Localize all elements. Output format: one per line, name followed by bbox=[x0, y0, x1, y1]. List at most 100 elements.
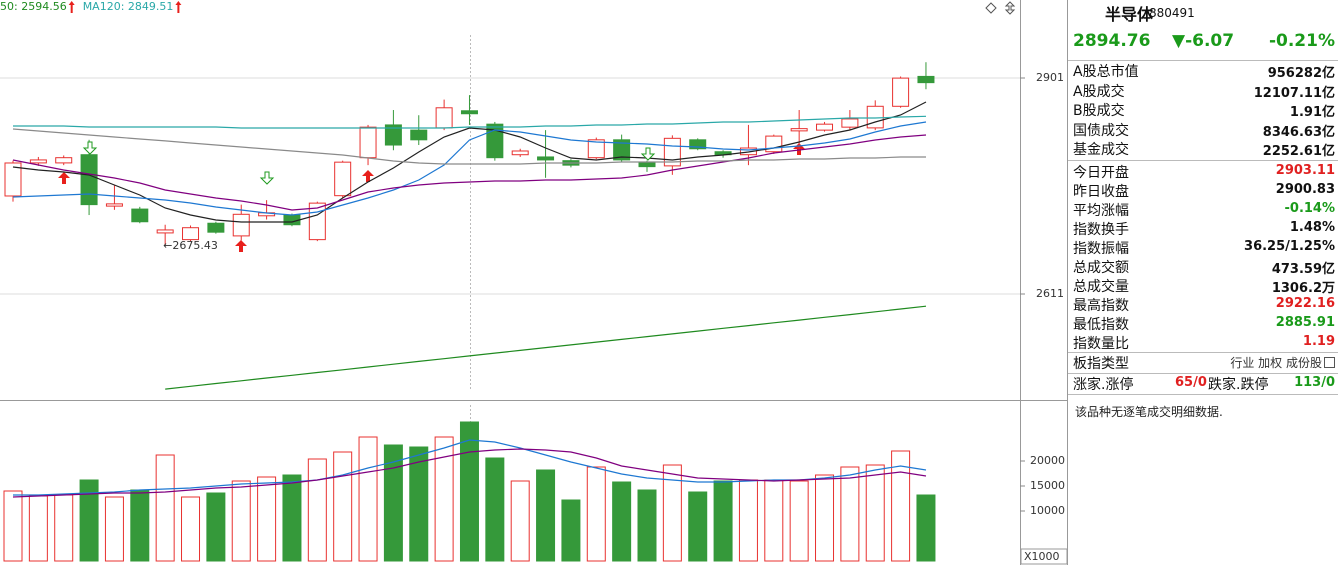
volume-bar bbox=[383, 444, 403, 562]
candle-body bbox=[790, 128, 808, 132]
volume-bar bbox=[181, 496, 201, 562]
volume-bar bbox=[307, 458, 327, 562]
row-value: 8346.63亿 bbox=[1262, 124, 1335, 140]
candle-body bbox=[638, 161, 656, 168]
icon-diamond[interactable] bbox=[985, 2, 997, 14]
unit-label: X1000 bbox=[1024, 550, 1060, 563]
legend-entry: 50: 2594.56 bbox=[0, 0, 67, 13]
volume-bar bbox=[257, 476, 277, 562]
volume-ma-line bbox=[12, 448, 927, 498]
volume-bar bbox=[637, 489, 657, 562]
volume-bar bbox=[79, 479, 99, 562]
candle-body bbox=[841, 118, 859, 128]
dropdown-icon bbox=[1324, 357, 1335, 368]
candle-body bbox=[55, 157, 73, 164]
note: 该品种无逐笔成交明细数据. bbox=[1075, 405, 1223, 419]
buy-arrow bbox=[58, 172, 70, 184]
row-label: B股成交 bbox=[1073, 103, 1125, 120]
volume-bar bbox=[789, 480, 809, 562]
volume-bar bbox=[409, 446, 429, 562]
volume-bar bbox=[155, 454, 175, 562]
volume-bar bbox=[662, 464, 682, 562]
candle-body bbox=[587, 139, 605, 159]
row-label: 昨日收盘 bbox=[1073, 184, 1129, 201]
volume-bar bbox=[688, 491, 708, 562]
volume-bar bbox=[28, 495, 48, 562]
volume-bar bbox=[612, 481, 632, 562]
volume-bar bbox=[586, 466, 606, 562]
row-label: 总成交额 bbox=[1073, 260, 1129, 277]
volume-bar bbox=[536, 469, 556, 562]
candle-body bbox=[359, 126, 377, 159]
volume-bar bbox=[358, 436, 378, 562]
candle-body bbox=[537, 156, 555, 161]
candle-body bbox=[207, 222, 225, 233]
candle-body bbox=[29, 159, 47, 164]
volume-bar bbox=[764, 479, 784, 562]
row-label: 总成交量 bbox=[1073, 279, 1129, 296]
volume-bar bbox=[916, 494, 936, 562]
row-label: 指数振幅 bbox=[1073, 241, 1129, 258]
sell-arrow bbox=[259, 171, 275, 185]
candle-body bbox=[511, 150, 529, 156]
candle-body bbox=[689, 139, 707, 150]
separator bbox=[1068, 373, 1338, 374]
buy-arrow bbox=[235, 240, 247, 252]
row-label: 指数换手 bbox=[1073, 222, 1129, 239]
separator bbox=[1068, 352, 1338, 353]
ma-line bbox=[165, 305, 927, 390]
row-value: 1.91亿 bbox=[1289, 105, 1335, 121]
separator bbox=[1068, 394, 1338, 395]
candle-body bbox=[105, 203, 123, 207]
row-label: 指数量比 bbox=[1073, 336, 1129, 353]
ma-line bbox=[12, 121, 927, 216]
row-value: 2900.83 bbox=[1275, 182, 1335, 198]
legend-arrow bbox=[68, 1, 75, 13]
y-tick-label: 10000 bbox=[1030, 504, 1065, 517]
volume-bar bbox=[231, 480, 251, 562]
row-value: 1.19 bbox=[1302, 334, 1335, 350]
row-label: 涨家.涨停 bbox=[1073, 377, 1134, 393]
row-value: 2903.11 bbox=[1275, 163, 1335, 178]
volume-bar bbox=[206, 492, 226, 562]
candle-body bbox=[435, 107, 453, 129]
buy-signals bbox=[58, 143, 805, 252]
y-tick-label: 20000 bbox=[1030, 454, 1065, 467]
row-value: 113/0 bbox=[1294, 375, 1335, 390]
volume-ma-line bbox=[13, 439, 927, 496]
row-value: 12107.11亿 bbox=[1253, 85, 1335, 101]
ma-line bbox=[12, 134, 927, 211]
volume-bar bbox=[815, 474, 835, 562]
volume-bar bbox=[130, 489, 150, 562]
row-label: A股总市值 bbox=[1073, 64, 1139, 80]
candle-body bbox=[410, 129, 428, 141]
volume-bar bbox=[865, 464, 885, 562]
y-tick-label: 2901 bbox=[1036, 71, 1064, 84]
legend-entry: MA120: 2849.51 bbox=[83, 0, 174, 13]
icon-toggle[interactable] bbox=[1004, 1, 1016, 15]
row-value: 1.48% bbox=[1289, 220, 1335, 236]
volume-bar bbox=[713, 480, 733, 562]
row-value: 65/0 bbox=[1175, 375, 1207, 390]
row-label: A股成交 bbox=[1073, 83, 1125, 100]
legend-arrow bbox=[175, 1, 182, 13]
separator bbox=[1068, 160, 1338, 161]
candle-body bbox=[182, 227, 200, 241]
candle-body bbox=[816, 123, 834, 131]
candle-body bbox=[613, 139, 631, 161]
y-tick-label: 2611 bbox=[1036, 287, 1064, 300]
row-label: 板指类型 bbox=[1073, 356, 1129, 372]
volume-bar bbox=[54, 494, 74, 562]
row-value: 1306.2万 bbox=[1271, 281, 1335, 297]
volume-bar bbox=[333, 451, 353, 562]
row-label: 平均涨幅 bbox=[1073, 203, 1129, 220]
row-value: 2922.16 bbox=[1275, 296, 1335, 312]
volume-bar bbox=[840, 466, 860, 562]
volume-bar bbox=[3, 490, 23, 562]
y-tick-label: 15000 bbox=[1030, 479, 1065, 492]
candle-body bbox=[4, 162, 22, 197]
price-change-pct: -0.21% bbox=[1268, 31, 1335, 51]
candle-body bbox=[866, 105, 884, 129]
separator bbox=[1068, 60, 1338, 61]
